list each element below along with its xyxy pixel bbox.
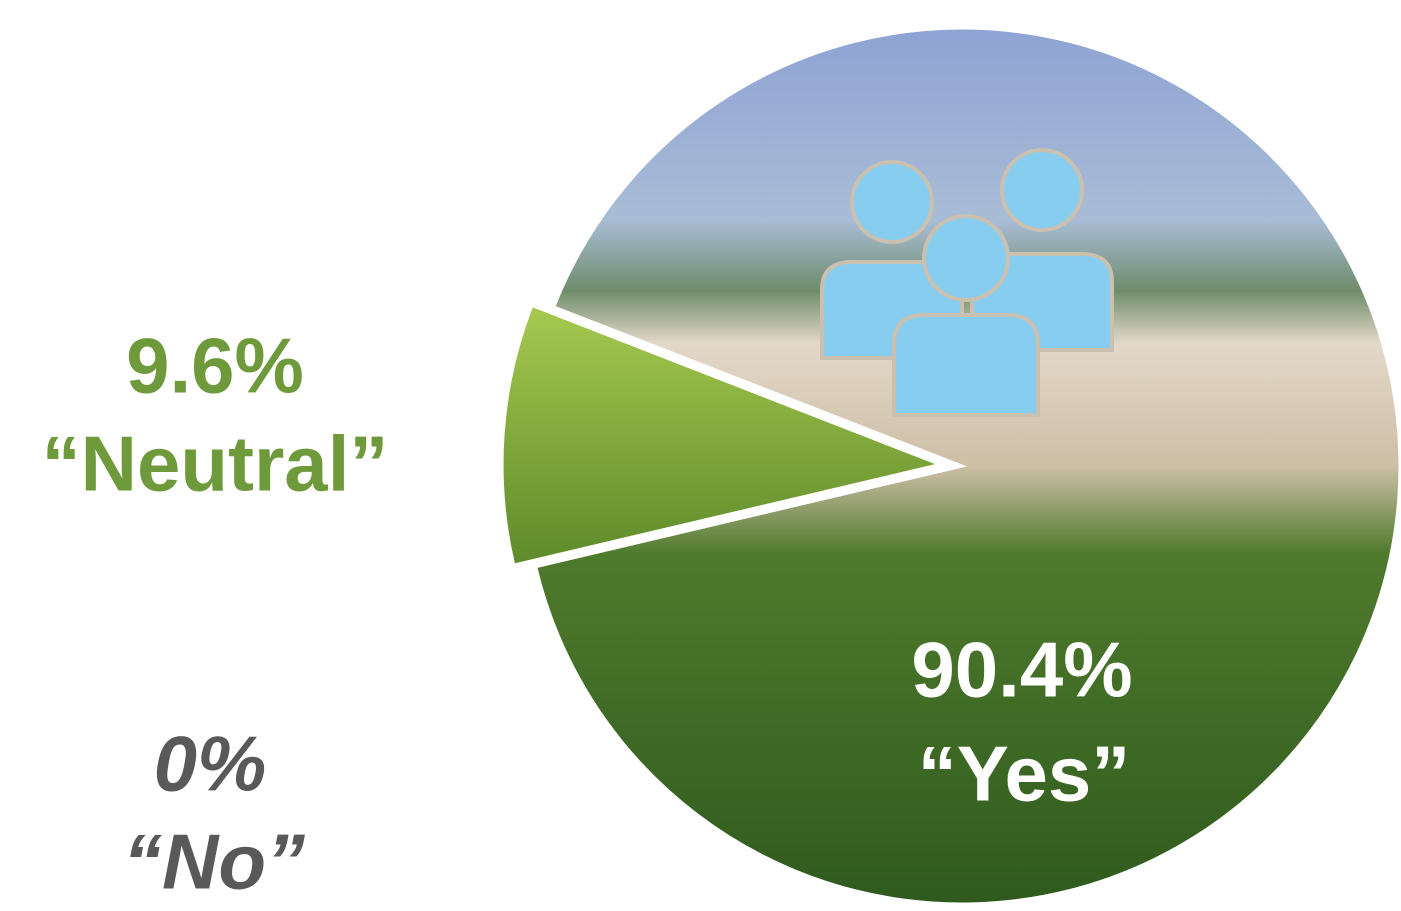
- value-label: 0%: [154, 720, 267, 808]
- value-label: 90.4%: [911, 626, 1132, 714]
- category-label: “Neutral”: [42, 420, 389, 508]
- chart: 90.4% “Yes” 9.6% “Neutral” 0% “No”: [0, 0, 1401, 911]
- value-label: 9.6%: [126, 322, 304, 410]
- category-label: “Yes”: [918, 730, 1130, 818]
- category-label: “No”: [123, 818, 305, 906]
